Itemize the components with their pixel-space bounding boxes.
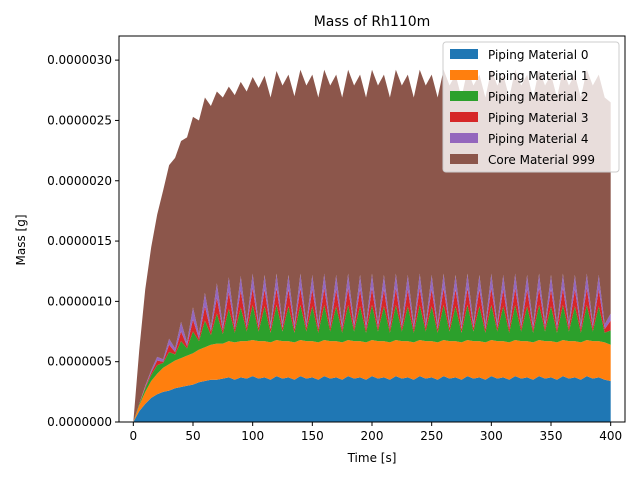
y-tick-label: 0.0000005 [47,355,112,369]
y-tick-label: 0.0000015 [47,234,112,248]
axis-layer: 0 50 100 150 200 250 300 350 400 0.0000000 0.00000… [47,35,626,443]
legend: Piping Material 0 Piping Material 1 Piping… [442,41,620,173]
y-tick-label: 0.0000000 [47,415,112,429]
area-series-2 [133,304,611,422]
x-tick-label: 350 [540,429,563,443]
legend-swatch [450,112,478,122]
x-tick-label: 200 [361,429,384,443]
legend-box [442,41,620,173]
legend-swatch [450,133,478,143]
y-tick-label: 0.0000020 [47,174,112,188]
legend-swatch [450,49,478,59]
legend-label: Piping Material 4 [488,132,589,146]
x-axis-label: Time [s] [347,451,397,465]
y-axis-label: Mass [g] [14,214,28,265]
area-series-3 [133,288,611,422]
x-tick-label: 100 [241,429,264,443]
legend-swatch [450,70,478,80]
y-tick-label: 0.0000030 [47,53,112,67]
legend-label: Piping Material 3 [488,111,589,125]
area-series-1 [133,339,611,422]
x-tick-label: 300 [480,429,503,443]
x-tick-label: 50 [185,429,200,443]
legend-label: Core Material 999 [488,153,595,167]
x-tick-label: 0 [130,429,138,443]
x-tick-label: 400 [599,429,622,443]
chart-title: Mass of Rh110m [314,14,431,30]
y-tick-label: 0.0000010 [47,294,112,308]
legend-label: Piping Material 1 [488,69,589,83]
legend-label: Piping Material 0 [488,48,589,62]
y-tick-label: 0.0000025 [47,113,112,127]
legend-label: Piping Material 2 [488,90,589,104]
legend-swatch [450,154,478,164]
x-tick-label: 250 [420,429,443,443]
area-series-0 [133,376,611,422]
x-tick-label: 150 [301,429,324,443]
legend-swatch [450,91,478,101]
